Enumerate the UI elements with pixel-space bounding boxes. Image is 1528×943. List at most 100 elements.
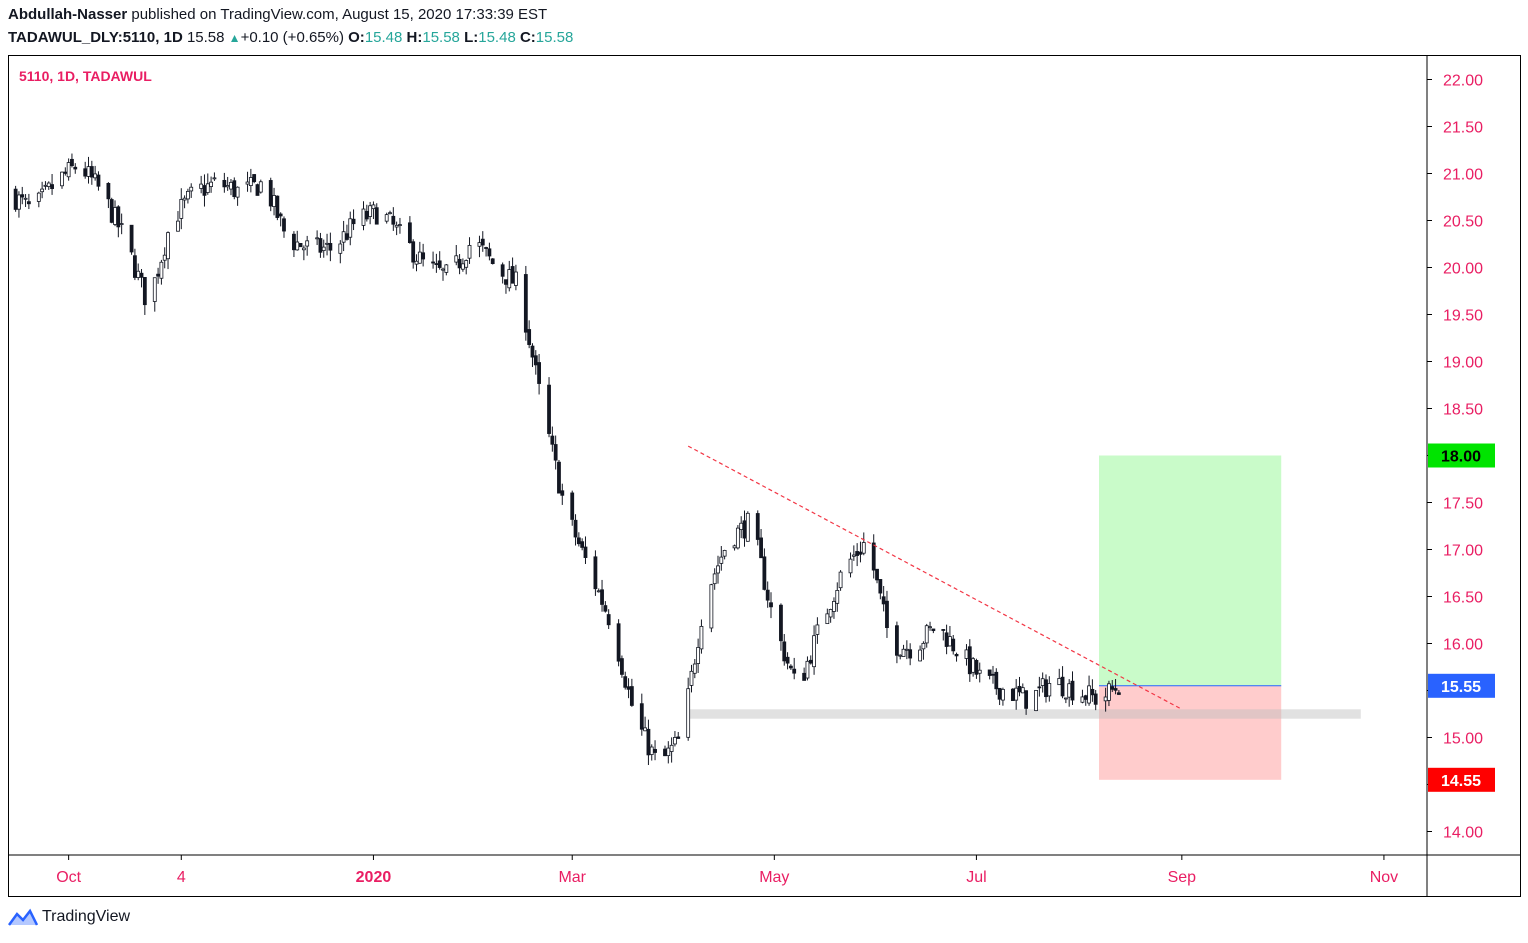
candle-body <box>987 669 992 676</box>
candle-body <box>573 519 578 538</box>
x-tick-label: Sep <box>1168 869 1197 886</box>
candle-body <box>510 266 515 284</box>
candle-body <box>812 635 816 668</box>
candle-body <box>666 747 671 757</box>
candle-body <box>832 601 836 612</box>
candle-body <box>96 174 101 187</box>
candle-body <box>1057 678 1062 686</box>
candle-body <box>696 647 701 664</box>
trendline <box>687 445 1183 710</box>
y-tick-label: 14.00 <box>1443 825 1483 842</box>
candle-body <box>692 663 697 674</box>
candle-body <box>755 513 760 540</box>
candle-body <box>904 648 909 651</box>
candle-body <box>484 247 488 249</box>
candle-body <box>964 649 969 659</box>
candle-body <box>305 240 310 247</box>
y-tick-label: 16.50 <box>1443 590 1483 607</box>
price-label-text: 18.00 <box>1441 449 1481 466</box>
y-tick-label: 18.50 <box>1443 402 1483 419</box>
candle-body <box>523 274 528 333</box>
candle-body <box>222 179 227 188</box>
candle-body <box>689 670 694 686</box>
candle-body <box>245 181 250 185</box>
candle-body <box>298 243 303 248</box>
author-name[interactable]: Abdullah-Nasser <box>8 6 128 23</box>
candle-body <box>139 272 144 278</box>
candle-body <box>663 748 667 757</box>
candle-body <box>23 197 28 200</box>
high-value: 15.58 <box>422 29 460 46</box>
candle-body <box>765 589 770 601</box>
y-tick-label: 17.00 <box>1443 543 1483 560</box>
candle-body <box>951 638 956 652</box>
y-tick-label: 21.50 <box>1443 120 1483 137</box>
candle-body <box>855 551 860 556</box>
candle-body <box>364 210 369 220</box>
candle-body <box>699 625 704 650</box>
candle-body <box>931 628 936 632</box>
x-tick-label: May <box>759 869 789 886</box>
candle-body <box>997 687 1002 700</box>
published-text: published on TradingView.com, August 15,… <box>131 6 548 23</box>
y-tick-label: 20.50 <box>1443 214 1483 231</box>
candle-body <box>252 174 257 183</box>
candle-body <box>391 215 396 225</box>
candle-body <box>977 669 982 674</box>
candle-body <box>60 171 64 187</box>
candle-body <box>669 744 674 752</box>
candle-body <box>745 512 750 542</box>
candle-body <box>162 254 167 261</box>
candle-body <box>278 213 283 217</box>
candle-body <box>994 671 999 690</box>
y-tick-label: 16.00 <box>1443 637 1483 654</box>
candle-body <box>398 224 402 226</box>
candle-body <box>924 625 929 644</box>
candle-body <box>782 641 787 662</box>
candle-body <box>1090 688 1095 696</box>
candle-body <box>848 558 853 574</box>
candle-body <box>1034 689 1038 712</box>
candle-body <box>368 205 373 217</box>
candle-body <box>282 218 286 232</box>
candle-body <box>954 653 959 657</box>
candle-body <box>361 208 366 226</box>
candle-body <box>255 184 260 196</box>
candle-body <box>779 604 783 642</box>
candle-body <box>229 181 233 190</box>
candle-body <box>295 241 300 251</box>
candle-body <box>20 194 25 198</box>
candle-body <box>646 728 651 756</box>
candle-body <box>480 238 485 246</box>
candle-body <box>457 258 462 269</box>
candle-body <box>176 220 180 232</box>
candle-body <box>851 554 856 557</box>
candle-body <box>732 545 737 549</box>
candle-body <box>507 269 512 289</box>
candle-body <box>762 556 767 590</box>
candle-body <box>593 556 598 590</box>
candle-body <box>673 737 677 745</box>
candle-body <box>971 658 976 673</box>
candle-body <box>1024 690 1029 709</box>
candle-body <box>583 546 588 558</box>
candle-body <box>596 590 601 593</box>
chart-frame[interactable] <box>8 55 1521 897</box>
candle-body <box>805 660 810 679</box>
candle-body <box>828 609 833 618</box>
candle-body <box>106 182 111 200</box>
candle-body <box>152 277 157 302</box>
candle-body <box>341 231 346 243</box>
candle-body <box>46 182 51 187</box>
y-tick-label: 20.00 <box>1443 261 1483 278</box>
candle-body <box>1070 680 1075 701</box>
candle-body <box>89 166 94 178</box>
candle-body <box>212 177 217 180</box>
candle-body <box>550 435 555 445</box>
tradingview-branding[interactable]: TradingView <box>8 908 130 926</box>
candle-body <box>318 238 323 253</box>
candle-body <box>974 660 979 675</box>
candle-body <box>759 537 763 559</box>
candle-body <box>838 571 843 589</box>
